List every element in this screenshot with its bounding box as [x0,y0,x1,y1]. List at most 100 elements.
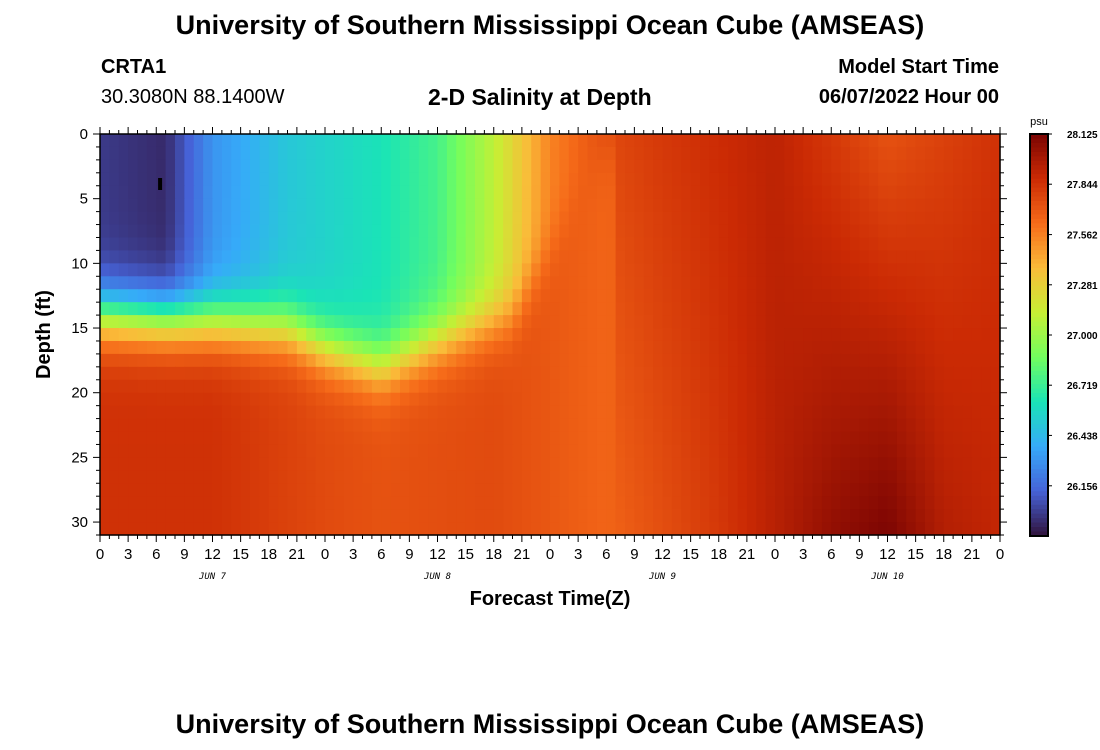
heatmap-cell [550,328,560,342]
heatmap-cell [934,379,945,394]
heatmap-cell [568,211,579,226]
heatmap-cell [925,444,935,458]
heatmap-cell [437,405,448,420]
heatmap-cell [765,353,776,368]
heatmap-cell [540,211,551,226]
heatmap-cell [728,522,739,536]
heatmap-cell [287,431,298,446]
heatmap-cell [840,483,851,497]
heatmap-cell [259,522,270,536]
heatmap-cell [390,276,401,290]
heatmap-cell [175,328,185,342]
heatmap-cell [606,185,617,200]
heatmap-cell [550,159,560,174]
heatmap-cell [390,522,401,536]
heatmap-cell [709,457,720,471]
heatmap-cell [634,431,645,446]
heatmap-cell [775,250,785,264]
heatmap-cell [981,237,992,252]
heatmap-cell [737,159,748,174]
heatmap-cell [146,302,157,316]
heatmap-cell [334,418,345,433]
heatmap-cell [568,237,579,252]
heatmap-cell [118,237,129,252]
heatmap-cell [803,405,814,420]
heatmap-cell [643,159,654,174]
heatmap-cell [934,185,945,200]
heatmap-cell [540,172,551,187]
heatmap-cell [887,198,898,213]
heatmap-cell [118,470,129,484]
heatmap-cell [109,185,120,200]
heatmap-cell [981,379,992,394]
heatmap-cell [990,134,1001,148]
heatmap-cell [128,418,139,433]
heatmap-cell [709,315,720,329]
heatmap-cell [493,224,504,239]
heatmap-cell [887,172,898,187]
heatmap-cell [990,457,1001,471]
heatmap-cell [962,276,973,290]
heatmap-cell [568,496,579,510]
heatmap-cell [193,418,204,433]
heatmap-cell [503,405,514,420]
heatmap-cell [662,224,673,239]
heatmap-cell [418,522,429,536]
heatmap-cell [793,366,804,381]
heatmap-cell [821,340,832,355]
heatmap-cell [240,418,251,433]
heatmap-cell [146,418,157,433]
heatmap-cell [746,509,757,523]
heatmap-cell [334,379,345,394]
heatmap-cell [371,340,382,355]
heatmap-cell [306,134,317,148]
heatmap-cell [784,185,795,200]
heatmap-cell [906,328,917,342]
heatmap-cell [596,483,607,497]
heatmap-cell [175,159,185,174]
heatmap-cell [446,134,457,148]
heatmap-cell [578,315,589,329]
heatmap-cell [371,315,382,329]
heatmap-cell [643,366,654,381]
heatmap-cell [137,405,148,420]
heatmap-cell [175,224,185,239]
heatmap-cell [156,315,167,329]
heatmap-cell [259,263,270,277]
heatmap-cell [165,392,176,407]
heatmap-cell [700,483,710,497]
heatmap-cell [634,340,645,355]
heatmap-cell [278,379,289,394]
colorbar-segment [1030,326,1048,332]
heatmap-cell [353,444,364,458]
heatmap-cell [606,366,617,381]
heatmap-cell [193,509,204,523]
heatmap-cell [728,146,739,161]
heatmap-cell [953,405,964,420]
heatmap-cell [765,302,776,316]
heatmap-cell [193,353,204,368]
heatmap-cell [700,146,710,161]
heatmap-cell [896,302,907,316]
heatmap-cell [981,302,992,316]
heatmap-cell [109,237,120,252]
heatmap-cell [446,483,457,497]
heatmap-cell [756,224,767,239]
heatmap-cell [953,185,964,200]
heatmap-cell [296,470,307,484]
heatmap-cell [531,392,542,407]
colorbar-segment [1030,254,1048,260]
heatmap-cell [568,379,579,394]
heatmap-cell [362,198,373,213]
heatmap-cell [334,289,345,303]
heatmap-cell [437,146,448,161]
heatmap-cell [325,431,335,446]
heatmap-cell [596,328,607,342]
heatmap-cell [775,470,785,484]
heatmap-cell [165,198,176,213]
heatmap-cell [184,379,195,394]
heatmap-cell [428,522,439,536]
heatmap-cell [868,457,879,471]
heatmap-cell [268,470,279,484]
heatmap-cell [625,457,635,471]
